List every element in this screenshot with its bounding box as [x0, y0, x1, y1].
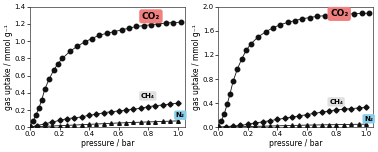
Text: N₂: N₂: [176, 112, 185, 118]
Text: N₂: N₂: [364, 116, 373, 122]
Text: CO₂: CO₂: [142, 12, 160, 21]
Y-axis label: gas uptake / mmol g⁻¹: gas uptake / mmol g⁻¹: [4, 24, 13, 110]
X-axis label: pressure / bar: pressure / bar: [269, 139, 322, 148]
Text: CH₄: CH₄: [329, 99, 343, 105]
Text: CO₂: CO₂: [330, 9, 349, 18]
Y-axis label: gas uptake / mmol g⁻¹: gas uptake / mmol g⁻¹: [192, 24, 201, 110]
Text: CH₄: CH₄: [141, 93, 155, 99]
X-axis label: pressure / bar: pressure / bar: [81, 139, 134, 148]
